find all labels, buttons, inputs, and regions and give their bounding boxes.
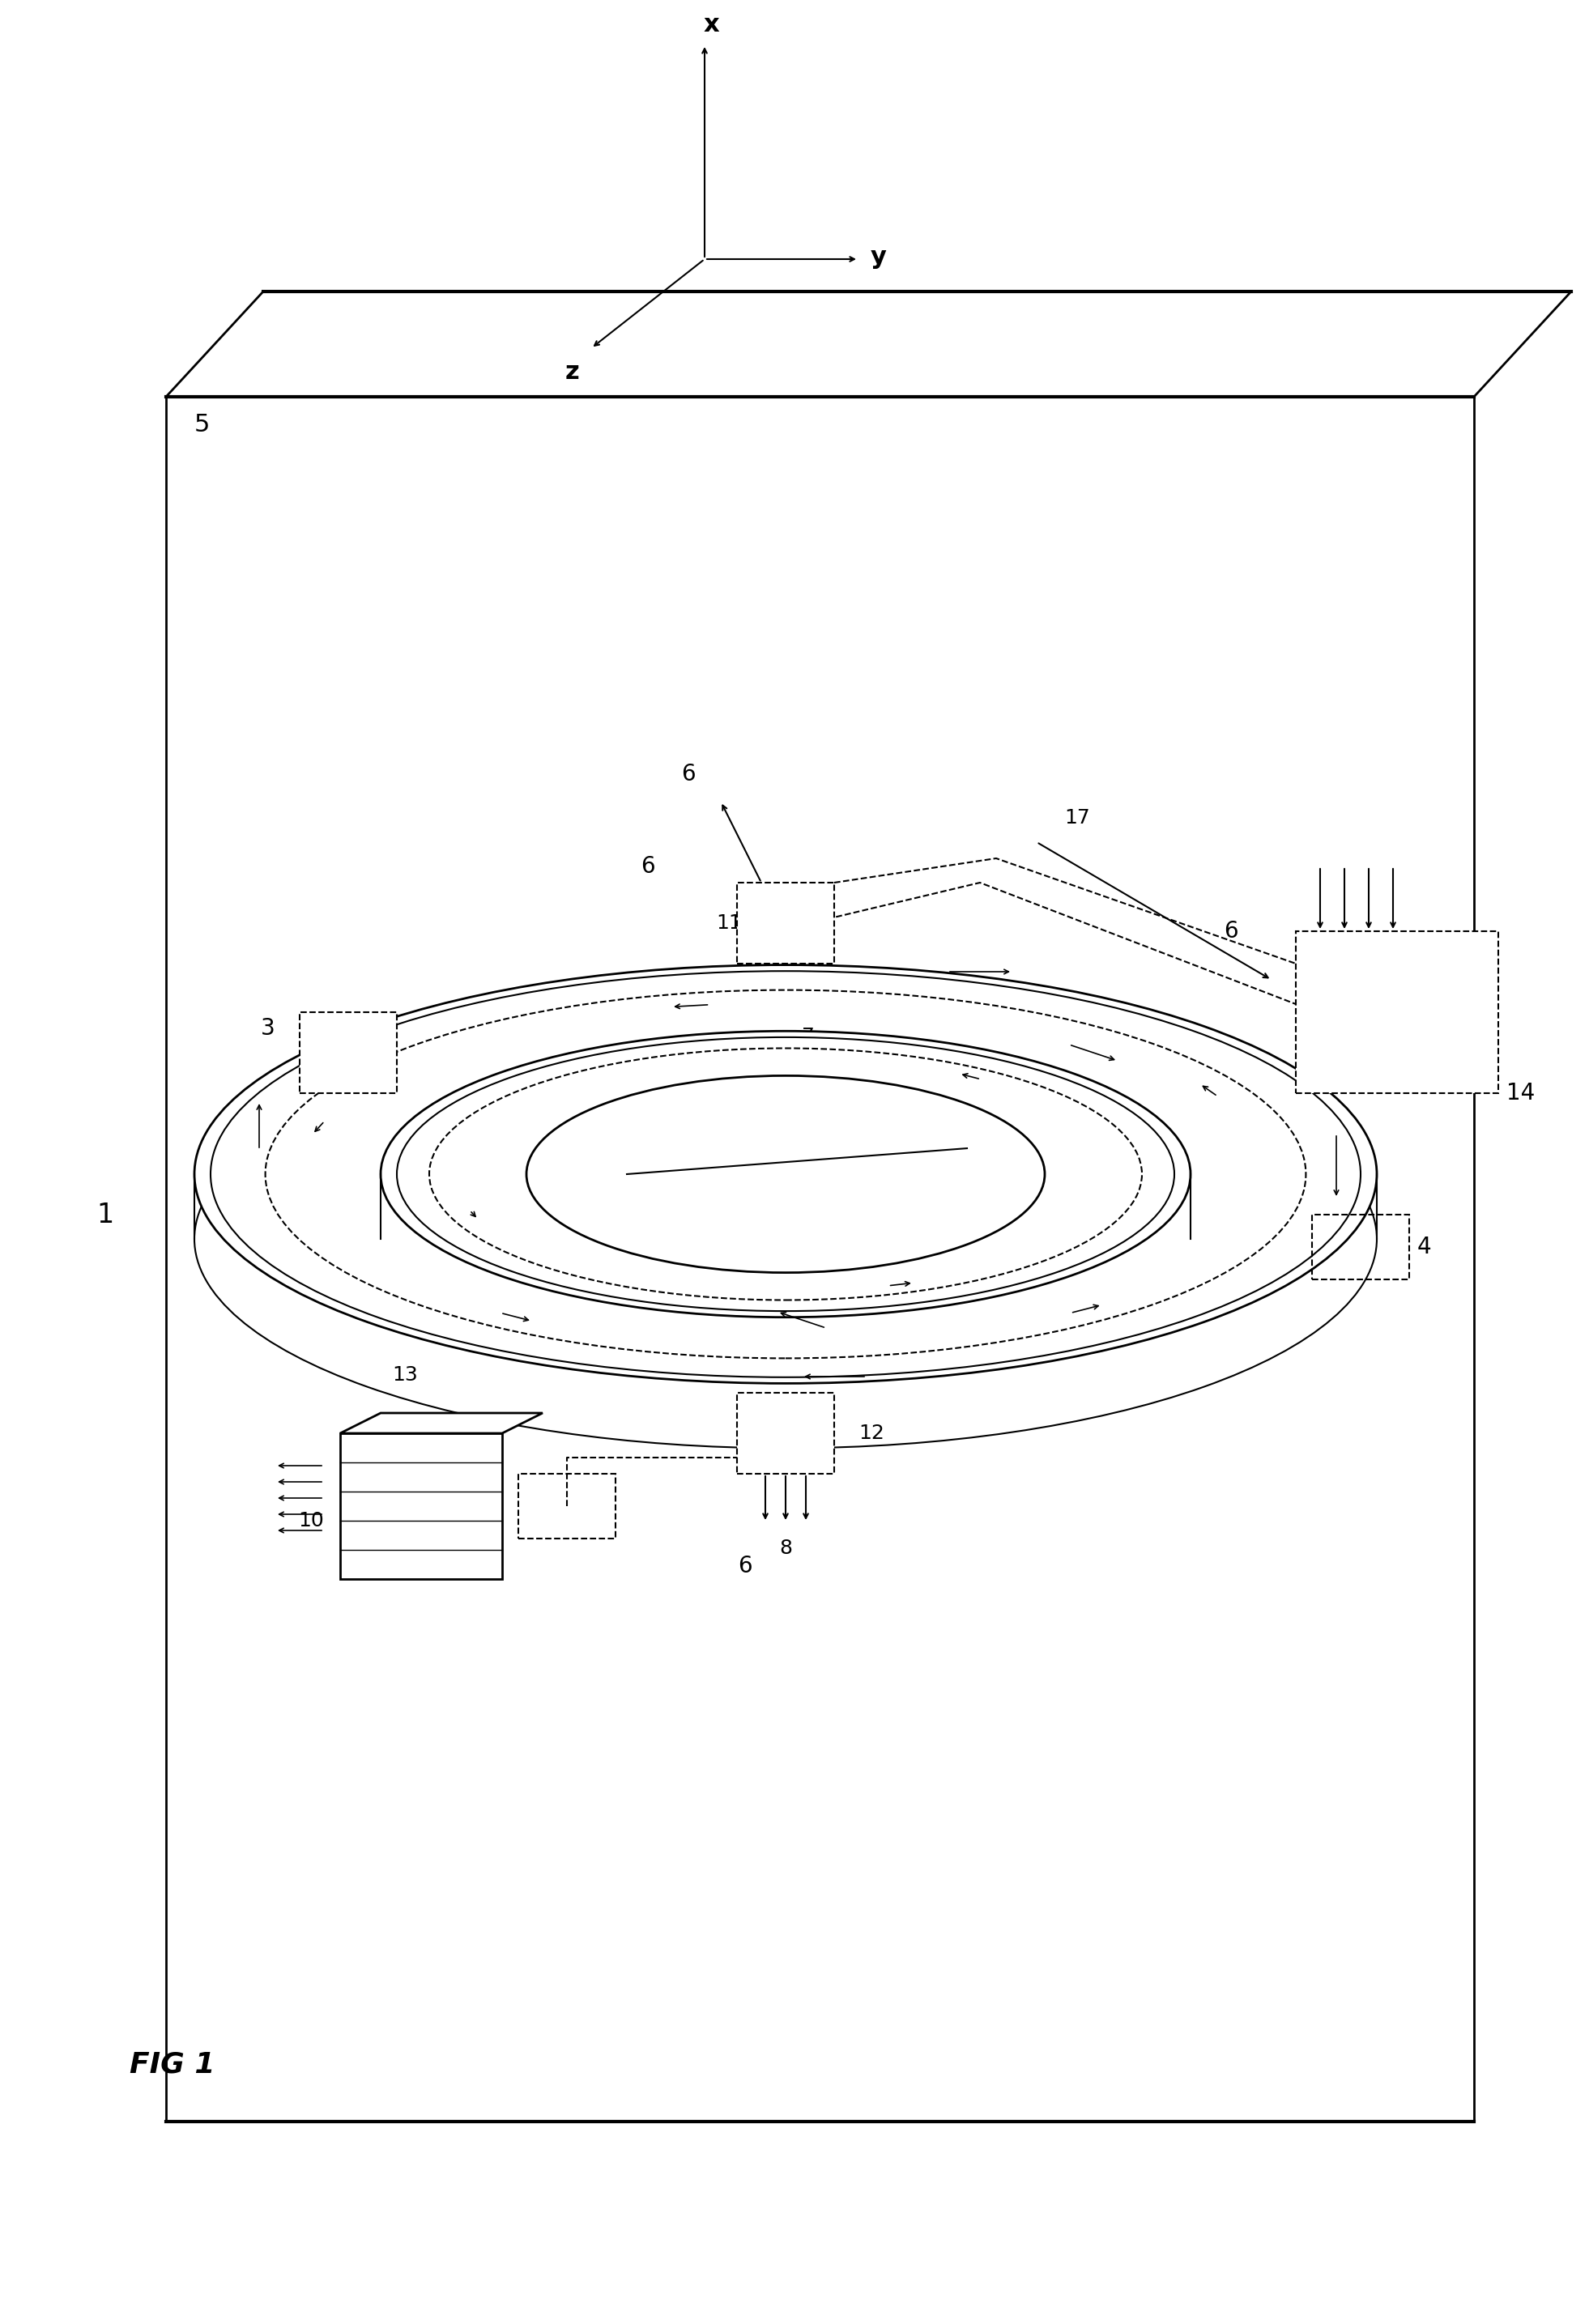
Text: 2: 2: [842, 1178, 858, 1202]
Text: 4: 4: [1417, 1236, 1432, 1257]
Text: FIG 1: FIG 1: [130, 2052, 215, 2078]
Bar: [1313, 1215, 1409, 1281]
Text: 17: 17: [1065, 809, 1090, 827]
Bar: [300, 1013, 397, 1092]
Ellipse shape: [194, 964, 1376, 1383]
Text: 5: 5: [194, 414, 210, 437]
Text: 6: 6: [737, 1555, 752, 1578]
Text: 15: 15: [353, 1483, 378, 1501]
Polygon shape: [340, 1413, 542, 1434]
Bar: [737, 1392, 834, 1473]
Text: y: y: [871, 246, 887, 270]
Bar: [1295, 932, 1498, 1092]
Text: 12: 12: [858, 1425, 885, 1443]
Text: 1: 1: [97, 1202, 114, 1227]
Polygon shape: [340, 1434, 502, 1578]
Text: 6: 6: [640, 855, 655, 878]
Text: 8: 8: [779, 1538, 791, 1557]
Text: 7: 7: [802, 1027, 815, 1046]
Text: 6: 6: [1224, 920, 1238, 944]
Text: 6: 6: [682, 762, 696, 786]
Bar: [518, 1473, 615, 1538]
Bar: [737, 883, 834, 964]
Text: 10: 10: [299, 1511, 324, 1532]
Ellipse shape: [381, 1032, 1190, 1318]
Text: z: z: [564, 360, 578, 383]
Text: x: x: [704, 14, 720, 37]
Text: 13: 13: [392, 1364, 418, 1385]
Text: 11: 11: [717, 913, 742, 932]
Text: 14: 14: [1506, 1083, 1535, 1104]
Text: 3: 3: [261, 1018, 275, 1039]
Text: 16: 16: [707, 1276, 736, 1299]
